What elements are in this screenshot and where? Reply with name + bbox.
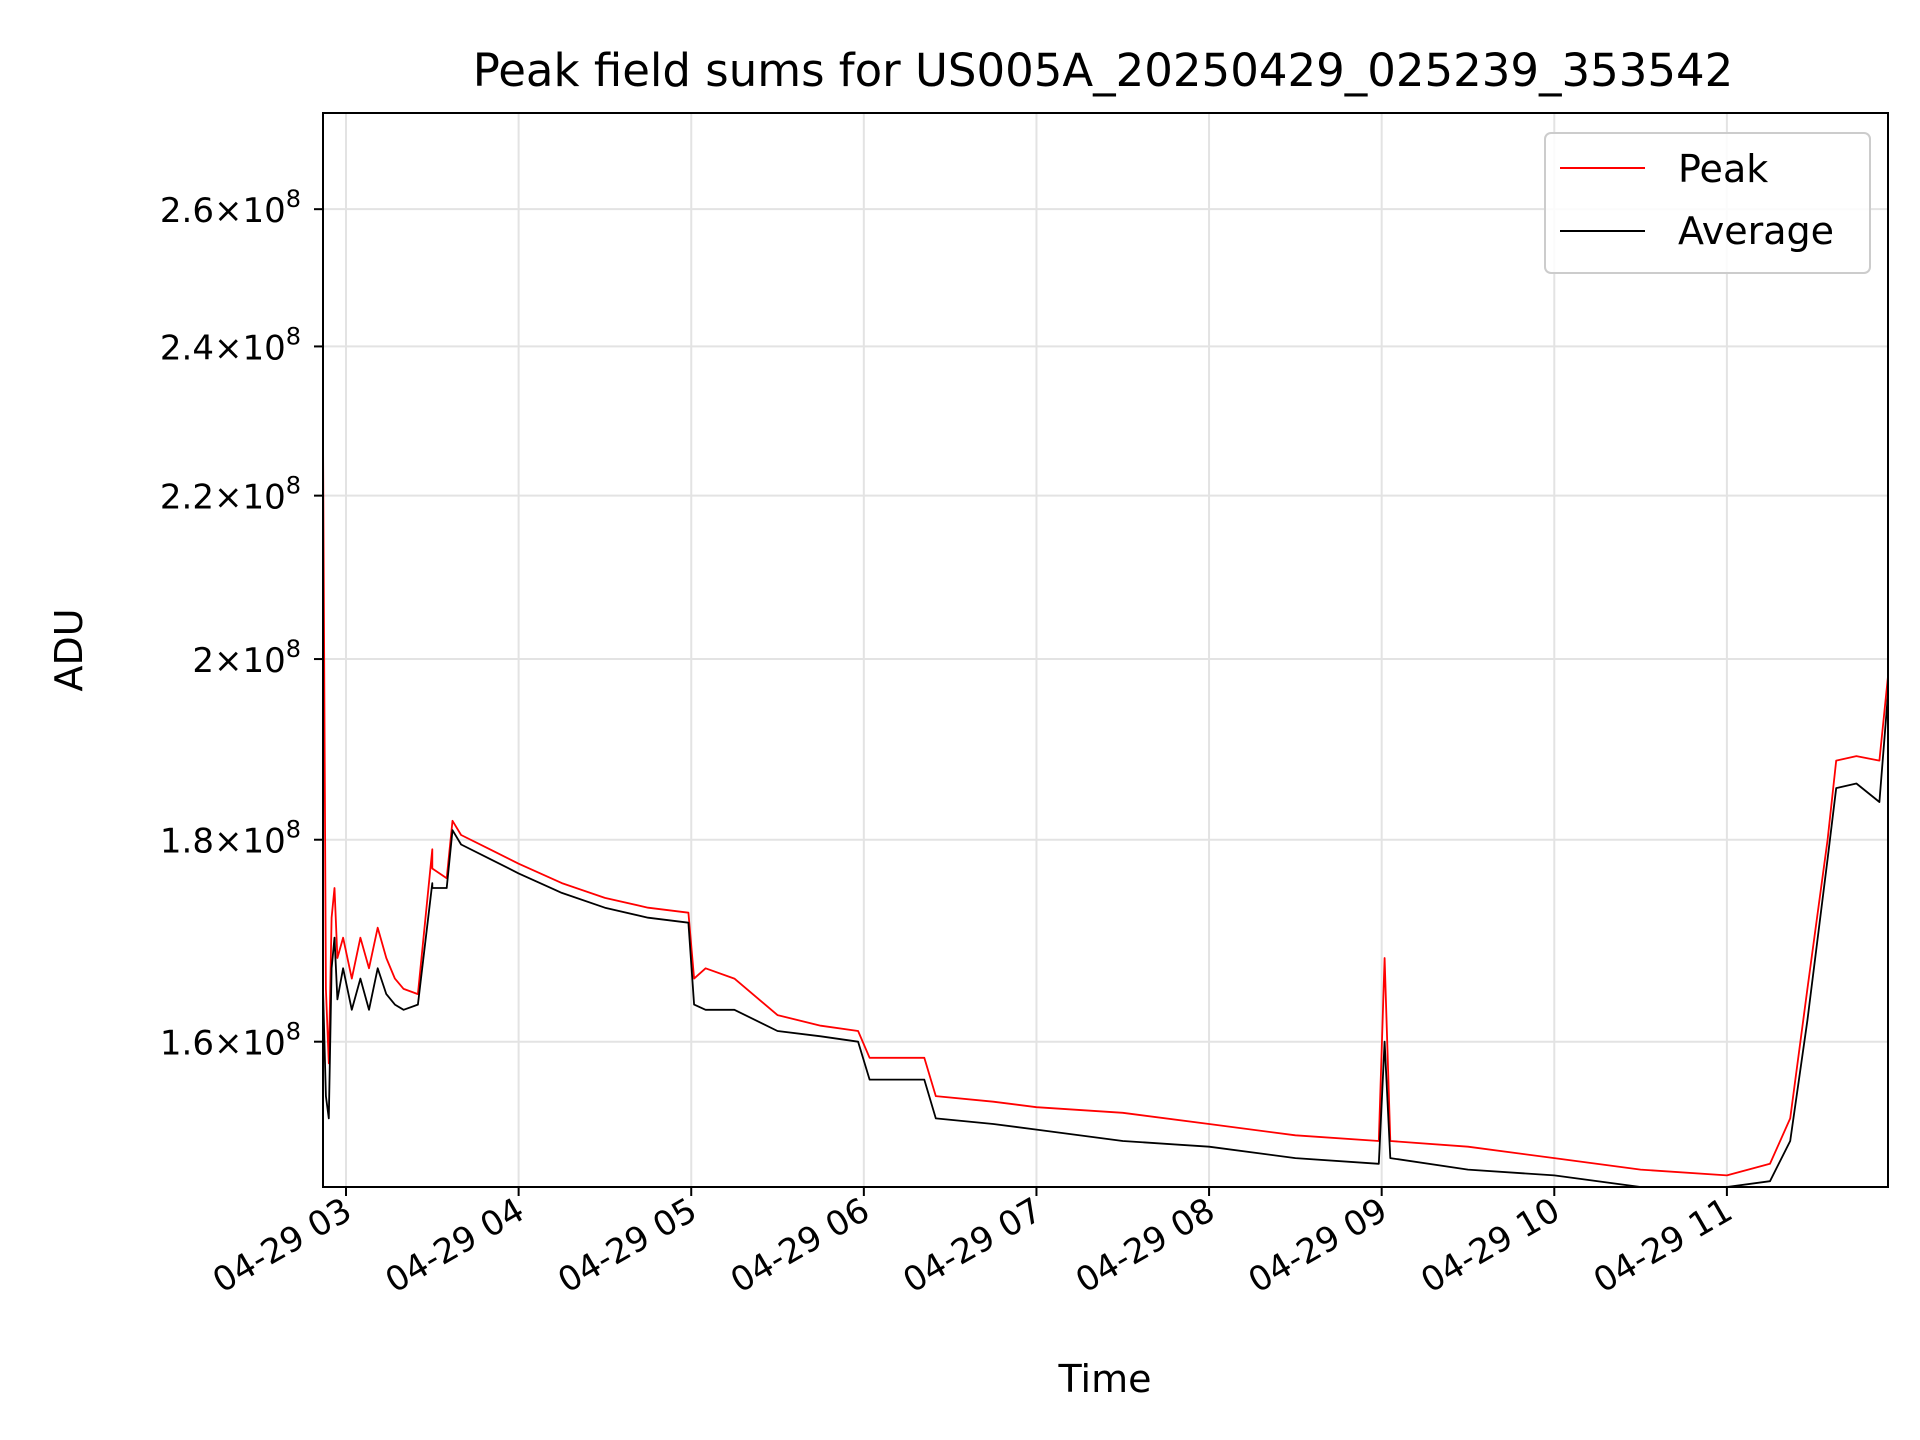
- legend: Peak Average: [1544, 132, 1871, 274]
- x-axis-label: Time: [1058, 1357, 1152, 1401]
- series-line-peak: [323, 119, 1888, 1177]
- y-tick-label: 2.2×108: [160, 472, 301, 518]
- y-tick-label: 1.6×108: [160, 1018, 301, 1064]
- legend-label-peak: Peak: [1678, 147, 1768, 191]
- grid: [323, 113, 1888, 1187]
- y-tick-label: 2.4×108: [160, 322, 301, 368]
- y-tick-label: 2.6×108: [160, 185, 301, 231]
- legend-label-average: Average: [1678, 209, 1834, 253]
- series-lines: [323, 119, 1888, 1187]
- y-axis: 1.6×108 1.8×108 2×108 2.2×108 2.4×108 2.6×108: [160, 185, 323, 1064]
- series-line-average: [323, 434, 1888, 1187]
- chart-title: Peak field sums for US005A_20250429_0252…: [473, 44, 1734, 97]
- y-axis-label: ADU: [47, 608, 91, 691]
- y-tick-label: 1.8×108: [160, 816, 301, 862]
- plot-frame: [322, 112, 1889, 1188]
- y-tick-label: 2×108: [192, 635, 301, 681]
